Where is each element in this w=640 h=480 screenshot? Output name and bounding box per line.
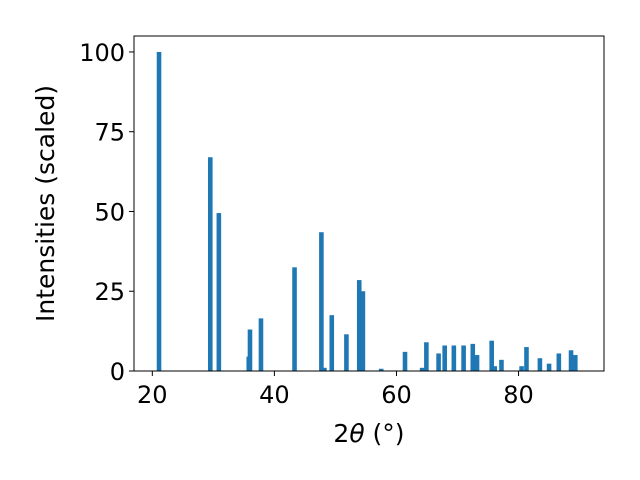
x-tick-label: 40	[259, 381, 290, 409]
bar	[461, 345, 466, 371]
bar	[344, 334, 349, 371]
bar	[258, 318, 264, 371]
bar	[470, 343, 476, 371]
bar	[292, 267, 297, 371]
bar	[556, 353, 562, 371]
bar	[402, 351, 408, 371]
y-tick-label: 50	[94, 198, 125, 226]
x-tick-label: 20	[137, 381, 168, 409]
bar	[568, 350, 574, 371]
bar	[378, 368, 384, 371]
bar	[247, 329, 253, 371]
bar	[156, 51, 162, 371]
bar	[537, 358, 543, 371]
x-axis-label: 2θ (°)	[333, 419, 404, 448]
x-tick-label: 80	[503, 381, 534, 409]
y-tick-label: 25	[94, 278, 125, 306]
bar	[208, 157, 213, 371]
bar	[356, 280, 362, 371]
y-tick-label: 75	[94, 119, 125, 147]
bar	[442, 345, 447, 371]
bar	[424, 342, 429, 371]
plot-area	[134, 36, 604, 371]
bars	[156, 51, 578, 371]
bar	[319, 232, 324, 371]
bar	[419, 367, 425, 371]
bar	[216, 213, 222, 371]
bar	[492, 366, 498, 371]
bar	[499, 359, 504, 371]
bar	[573, 355, 578, 371]
y-tick-label: 0	[110, 358, 125, 386]
bar	[329, 315, 335, 371]
bar	[436, 353, 441, 371]
bar	[474, 355, 480, 371]
bar	[489, 340, 494, 371]
x-axis-ticks: 20 40 60 80	[137, 371, 534, 409]
y-axis-ticks: 0 25 50 75 100	[79, 39, 134, 386]
x-tick-label: 60	[381, 381, 412, 409]
bar	[519, 366, 524, 371]
bar	[360, 291, 366, 371]
plot-frame	[133, 35, 605, 372]
bar	[546, 363, 552, 371]
y-tick-label: 100	[79, 39, 125, 67]
bar	[524, 347, 529, 371]
bar	[451, 345, 457, 371]
bar	[322, 367, 327, 371]
y-axis-label: Intensities (scaled)	[31, 85, 60, 322]
